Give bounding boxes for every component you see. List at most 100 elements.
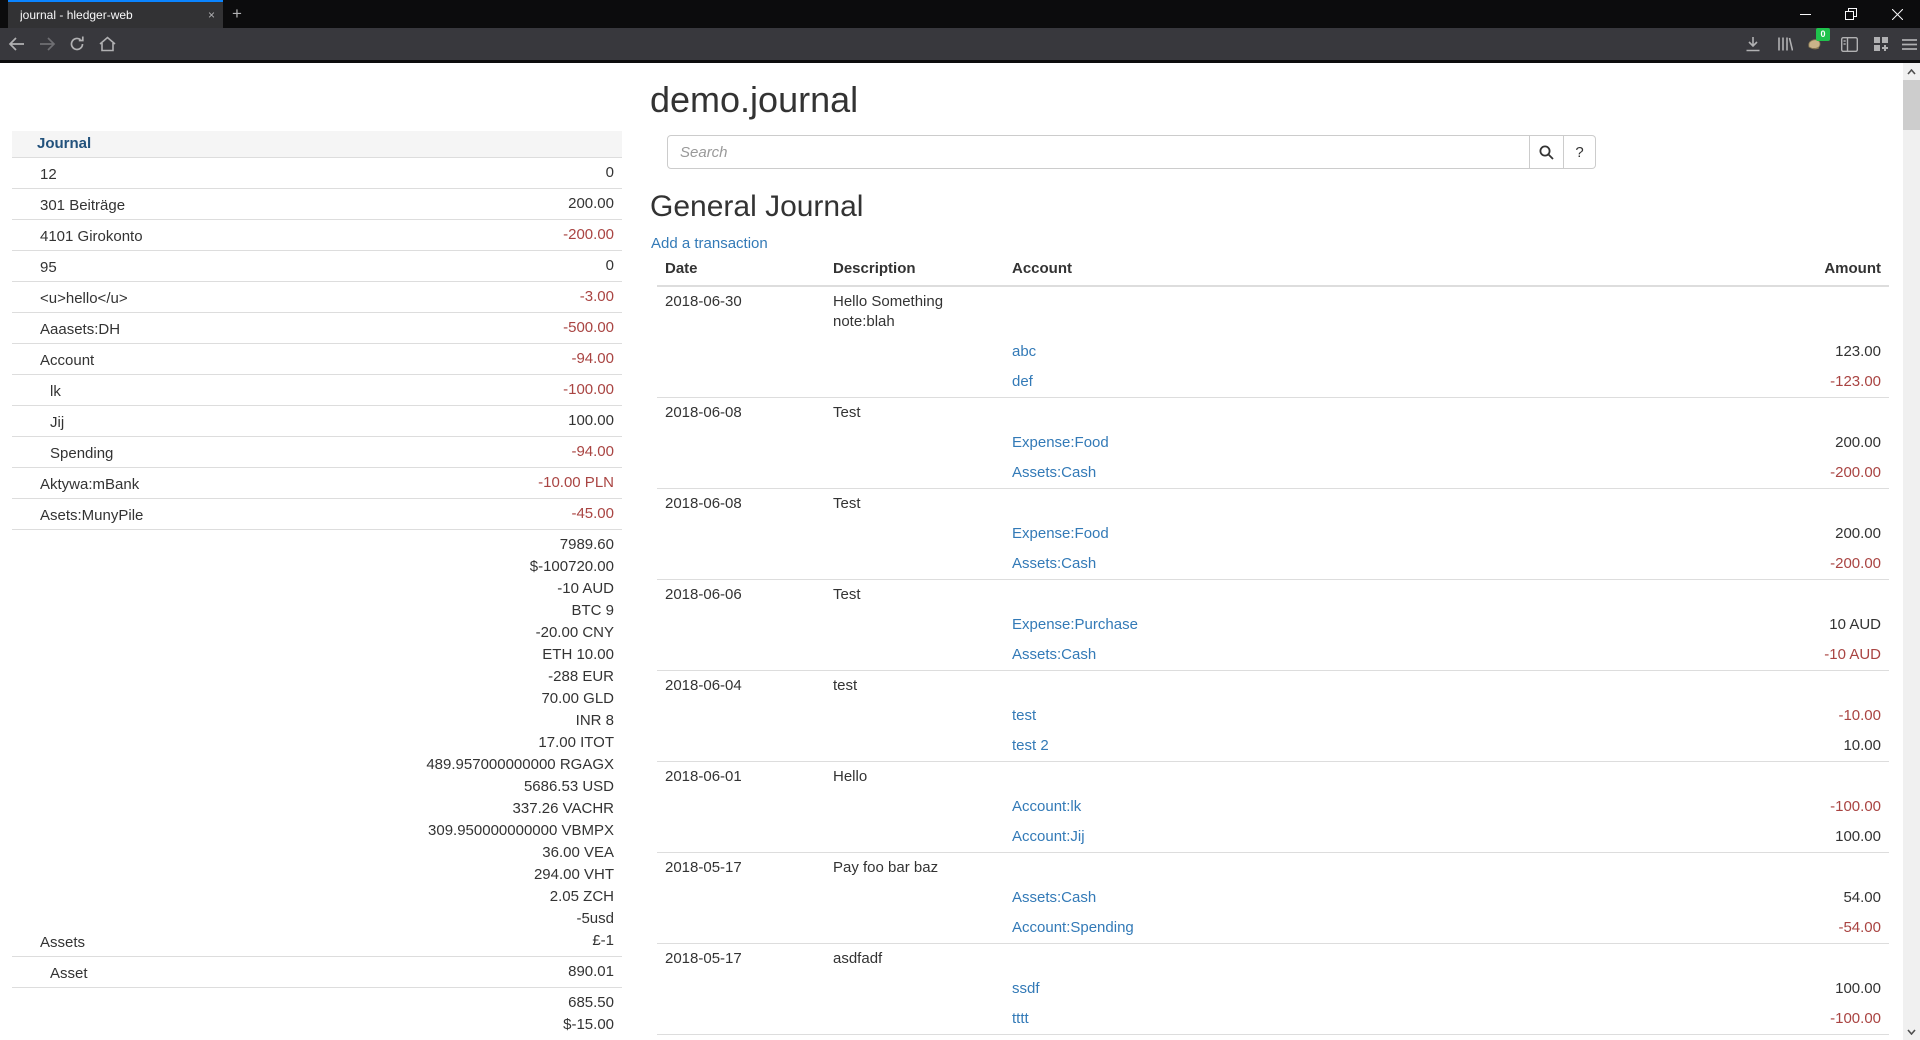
posting-amount: -200.00 [1830, 464, 1881, 481]
sidebar-account-row: Jij 100.00 [12, 406, 622, 437]
sidebar-account-row: Asets:MunyPile -45.00 [12, 499, 622, 530]
scroll-up-icon[interactable] [1903, 63, 1920, 80]
account-link[interactable]: 4101 Girokonto [40, 228, 143, 245]
transaction-row: 2018-05-17Test [657, 1034, 1889, 1040]
posting-amount: -123.00 [1830, 373, 1881, 390]
journal-search-button[interactable] [1530, 135, 1564, 169]
window-close-button[interactable] [1874, 0, 1920, 28]
home-button[interactable] [94, 32, 120, 56]
menu-hamburger-icon[interactable] [1896, 32, 1920, 56]
section-title: General Journal [650, 190, 864, 223]
account-link[interactable]: Jij [50, 414, 65, 431]
posting-account-link[interactable]: Account:lk [1012, 798, 1082, 815]
posting-account-link[interactable]: abc [1012, 343, 1037, 360]
account-link[interactable]: Assets [40, 934, 86, 951]
page-scrollbar[interactable] [1903, 63, 1920, 1040]
posting-row: Account:Spending -54.00 [657, 913, 1889, 944]
posting-account-link[interactable]: def [1012, 373, 1033, 390]
sidebar-account-row: Spending -94.00 [12, 437, 622, 468]
posting-row: ssdf 100.00 [657, 974, 1889, 1004]
account-balance: 685.50$-15.00-10 AUD-30.00 USD [557, 994, 614, 1040]
posting-account-link[interactable]: Account:Jij [1012, 828, 1085, 845]
journal-search-input[interactable] [667, 135, 1530, 169]
posting-account-link[interactable]: Expense:Food [1012, 525, 1109, 542]
account-link[interactable]: lk [50, 383, 61, 400]
sidebar-account-row: Aaasets:DH -500.00 [12, 313, 622, 344]
scroll-down-icon[interactable] [1903, 1023, 1920, 1040]
posting-amount: 200.00 [1835, 525, 1881, 542]
posting-account-link[interactable]: Expense:Purchase [1012, 616, 1138, 633]
back-button[interactable] [4, 32, 30, 56]
transaction-row: 2018-06-01 Hello [657, 761, 1889, 792]
posting-account-link[interactable]: Assets:Cash [1012, 464, 1097, 481]
sidebar-account-row: Account -94.00 [12, 344, 622, 375]
transaction-date: 2018-05-17 [657, 943, 825, 974]
col-header-description: Description [825, 256, 1004, 287]
sidebar-account-row: 12 0 [12, 158, 622, 189]
downloads-icon[interactable] [1740, 32, 1766, 56]
transaction-description: Test [825, 579, 1004, 610]
posting-amount: -54.00 [1838, 919, 1881, 936]
posting-amount: -200.00 [1830, 555, 1881, 572]
new-tab-button[interactable]: + [232, 4, 242, 23]
posting-row: Assets:Cash -10 AUD [657, 640, 1889, 671]
transaction-description: Pay foo bar baz [825, 852, 1004, 883]
window-restore-button[interactable] [1828, 0, 1874, 28]
posting-account-link[interactable]: test [1012, 707, 1037, 724]
posting-account-link[interactable]: Expense:Food [1012, 434, 1109, 451]
journal-search-group: ? [667, 135, 1596, 169]
posting-account-link[interactable]: Assets:Cash [1012, 889, 1097, 906]
browser-tab[interactable]: journal - hledger-web × [8, 0, 223, 28]
account-link[interactable]: Spending [50, 445, 114, 462]
sidebar-item-journal[interactable]: Journal [12, 131, 622, 158]
posting-amount: 200.00 [1835, 434, 1881, 451]
transaction-date: 2018-05-17 [657, 1034, 825, 1040]
browser-tab-bar: journal - hledger-web × + [0, 0, 1920, 28]
window-minimize-button[interactable] [1782, 0, 1828, 28]
page-title: demo.journal [650, 79, 859, 120]
posting-account-link[interactable]: Assets:Cash [1012, 646, 1097, 663]
account-balance: -94.00 [571, 443, 614, 460]
transaction-description: Test [825, 488, 1004, 519]
apps-grid-icon[interactable] [1868, 32, 1894, 56]
account-link[interactable]: <u>hello</u> [40, 290, 128, 307]
posting-row: test 2 10.00 [657, 731, 1889, 762]
posting-account-link[interactable]: Assets:Cash [1012, 555, 1097, 572]
posting-account-link[interactable]: ssdf [1012, 980, 1040, 997]
posting-amount: -100.00 [1830, 1010, 1881, 1027]
toolbar-divider [0, 60, 1920, 63]
account-link[interactable]: Account [40, 352, 95, 369]
page-content: Journal 12 0 301 Beiträge 200.00 4101 Giroko… [0, 63, 1920, 1040]
account-link[interactable]: Asets:MunyPile [40, 507, 144, 524]
posting-row: tttt -100.00 [657, 1004, 1889, 1035]
account-link[interactable]: 301 Beiträge [40, 197, 126, 214]
account-link[interactable]: Asset [50, 965, 88, 982]
posting-account-link[interactable]: Account:Spending [1012, 919, 1134, 936]
extension-badge: 0 [1816, 28, 1830, 41]
extension-icon[interactable]: 0 [1802, 28, 1830, 56]
posting-amount: 54.00 [1843, 889, 1881, 906]
library-icon[interactable] [1772, 32, 1798, 56]
transaction-date: 2018-06-08 [657, 397, 825, 428]
posting-amount: 10.00 [1843, 737, 1881, 754]
posting-account-link[interactable]: test 2 [1012, 737, 1049, 754]
account-link[interactable]: Aktywa:mBank [40, 476, 140, 493]
search-help-button[interactable]: ? [1564, 135, 1596, 169]
posting-account-link[interactable]: tttt [1012, 1010, 1029, 1027]
journal-link[interactable]: Journal [37, 135, 92, 152]
account-link[interactable]: 12 [40, 166, 57, 183]
tab-close-icon[interactable]: × [207, 8, 215, 22]
forward-button[interactable] [34, 32, 60, 56]
account-balance: -10.00 PLN [538, 474, 614, 491]
add-transaction-link[interactable]: Add a transaction [651, 235, 768, 252]
reload-button[interactable] [64, 32, 90, 56]
posting-amount: 10 AUD [1829, 616, 1881, 633]
col-header-date: Date [657, 256, 825, 287]
transaction-date: 2018-06-01 [657, 761, 825, 792]
account-link[interactable]: 95 [40, 259, 57, 276]
scrollbar-thumb[interactable] [1903, 80, 1920, 130]
account-link[interactable]: Aaasets:DH [40, 321, 121, 338]
journal-table-header: Date Description Account Amount [657, 256, 1889, 287]
account-balance: 0 [605, 257, 614, 274]
sidebars-icon[interactable] [1836, 32, 1862, 56]
